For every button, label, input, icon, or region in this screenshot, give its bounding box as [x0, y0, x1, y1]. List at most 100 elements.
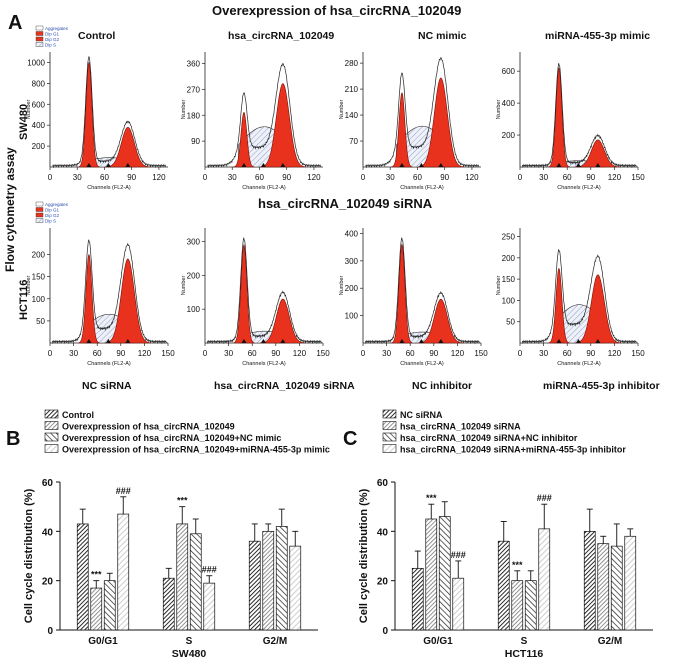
hist-x-tick-label: 30	[539, 173, 548, 182]
histogram-3: 200 400 600 0 30 60 90 120 150 Channels (FL2-A) Nu…	[496, 52, 645, 191]
panel-a-title-mid: hsa_circRNA_102049 siRNA	[258, 196, 433, 211]
hist-g2-peak	[259, 83, 306, 168]
panel-letter-B: B	[6, 428, 20, 450]
hist-marker	[438, 163, 444, 167]
bar-xlabel: SW480	[172, 648, 207, 658]
hist-ylabel: Number	[496, 100, 502, 120]
hist-g2-peak	[417, 77, 464, 168]
hist-y-tick-label: 150	[502, 275, 516, 284]
hist-ylabel: Number	[181, 276, 187, 296]
hist-marker	[125, 339, 131, 343]
hist-legend-swatch	[35, 31, 44, 36]
hist-marker	[86, 339, 92, 343]
hist-y-tick-label: 280	[345, 59, 359, 68]
bar	[248, 540, 261, 631]
legend-label: NC siRNA	[400, 410, 443, 420]
bar	[538, 528, 551, 631]
bar-chart-B: B Control Overexpression of hsa_circRNA_10…	[6, 409, 330, 658]
hist-xlabel: Channels (FL2-A)	[242, 185, 286, 191]
hist-marker	[241, 339, 247, 343]
bar	[597, 543, 610, 631]
hist-marker	[399, 163, 405, 167]
hist-xlabel: Channels (FL2-A)	[242, 361, 286, 367]
hist-x-tick-label: 90	[586, 349, 595, 358]
bar	[262, 530, 275, 631]
bar-y-tick-label: 20	[42, 577, 54, 588]
hist-x-tick-label: 120	[451, 349, 465, 358]
bar-y-tick-label: 40	[377, 527, 389, 538]
significance-mark: ***	[426, 493, 437, 503]
hist-marker	[241, 163, 247, 167]
hist-legend-swatch	[35, 212, 44, 218]
bar	[289, 545, 302, 631]
hist-x-tick-label: 30	[539, 349, 548, 358]
hist-legend-label: Dip G2	[45, 37, 60, 42]
hist-g2-peak	[574, 274, 622, 344]
bar-category-label: G2/M	[598, 636, 622, 647]
bar	[583, 530, 596, 631]
legend-swatch	[44, 409, 59, 419]
significance-mark: ***	[177, 496, 188, 506]
legend-label: hsa_circRNA_102049 siRNA	[400, 422, 521, 432]
hist-marker	[260, 163, 266, 167]
hist-marker	[260, 339, 266, 343]
bar-y-tick-label: 60	[377, 478, 389, 489]
hist-y-tick-label: 400	[32, 121, 46, 130]
hist-x-tick-label: 90	[271, 349, 280, 358]
bar-charts: B Control Overexpression of hsa_circRNA_10…	[6, 409, 653, 658]
hist-y-tick-label: 800	[32, 79, 46, 88]
hist-x-tick-label: 90	[586, 173, 595, 182]
hist-ylabel: Number	[496, 276, 502, 296]
legend-label: Overexpression of hsa_circRNA_102049+NC …	[62, 433, 281, 443]
hist-g2-peak	[259, 298, 306, 344]
bar	[452, 577, 465, 631]
hist-x-tick-label: 0	[361, 173, 366, 182]
bar	[411, 567, 424, 631]
hist-g2-peak	[417, 298, 464, 344]
hist-y-tick-label: 200	[502, 254, 516, 263]
bar	[103, 580, 116, 631]
col-title-nc-inhibitor: NC inhibitor	[412, 380, 473, 392]
hist-x-tick-label: 0	[518, 173, 523, 182]
hist-x-tick-label: 150	[316, 349, 330, 358]
hist-x-tick-label: 150	[474, 349, 488, 358]
bar	[275, 526, 288, 631]
hist-legend-swatch	[35, 201, 44, 207]
hist-y-tick-label: 200	[345, 284, 359, 293]
bar	[189, 533, 202, 631]
hist-legend-label: Dip G2	[45, 213, 60, 218]
histogram-1: 90 180 270 360 0 30 60 90 120 Channels (FL2-A) Num…	[181, 52, 323, 191]
hist-ylabel: Number	[26, 276, 32, 296]
hist-g2-peak	[104, 258, 152, 344]
legend-swatch	[382, 421, 397, 430]
hist-y-tick-label: 250	[502, 233, 516, 242]
bar	[425, 518, 438, 631]
hist-x-tick-label: 0	[518, 349, 523, 358]
histogram-0: 200 400 600 800 1000 0 30 60 90 120 Channels (FL2-…	[26, 25, 168, 191]
hist-y-tick-label: 200	[187, 271, 201, 280]
bar	[624, 535, 637, 631]
histogram-6: 100 200 300 400 0 30 60 90 120 150 Channels (FL2-A…	[339, 228, 488, 367]
legend-swatch	[44, 444, 59, 453]
hist-legend-swatch	[35, 36, 44, 42]
hist-marker	[575, 339, 581, 343]
hist-y-tick-label: 100	[502, 296, 516, 305]
bar	[438, 516, 451, 631]
histogram-5: 100 200 300 0 30 60 90 120 150 Channels (FL2-A) Nu…	[181, 228, 330, 367]
hist-ylabel: Number	[26, 100, 32, 120]
hist-y-tick-label: 1000	[27, 58, 45, 67]
hist-legend-swatch	[35, 218, 44, 223]
bar-y-tick-label: 0	[47, 626, 53, 637]
bar	[117, 513, 130, 631]
hist-ylabel: Number	[181, 100, 187, 120]
bar-ylabel: Cell cycle distribution (%)	[358, 488, 370, 623]
hist-marker	[280, 339, 286, 343]
hist-y-tick-label: 100	[187, 305, 201, 314]
hist-y-tick-label: 300	[345, 257, 359, 266]
hist-y-tick-label: 360	[187, 60, 201, 69]
bar-category-label: S	[186, 636, 193, 647]
hist-marker	[556, 339, 562, 343]
col-title-mirna-inhibitor: miRNA-455-3p inhibitor	[543, 380, 660, 392]
